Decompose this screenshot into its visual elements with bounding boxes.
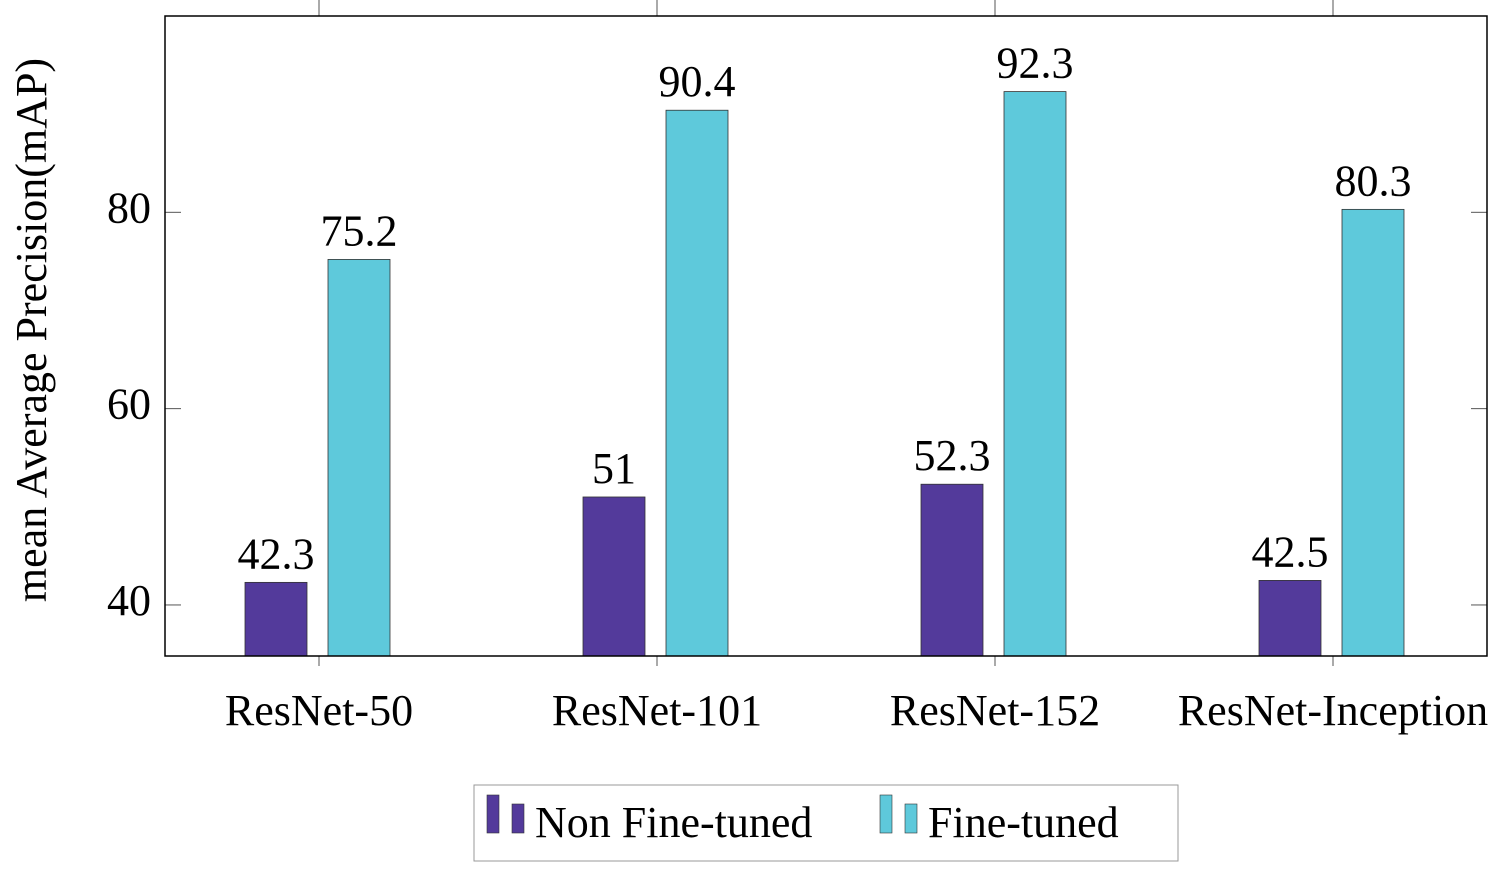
legend-swatch [511,803,525,834]
bar [920,483,984,657]
data-label: 42.3 [238,529,315,578]
x-tick-label: ResNet-152 [890,686,1100,735]
y-axis-label: mean Average Precision(mAP) [7,58,56,602]
bar [1341,208,1405,657]
legend-box [473,784,1179,862]
bar [665,109,729,657]
data-label: 92.3 [997,39,1074,88]
bar [582,496,646,657]
data-label: 90.4 [659,57,736,106]
bar [244,581,308,657]
legend-swatch [904,803,918,834]
data-label: 80.3 [1335,156,1412,205]
legend-label: Non Fine-tuned [535,798,812,847]
bar [1258,580,1322,657]
x-tick-label: ResNet-Inception [1178,686,1488,735]
data-label: 51 [592,444,636,493]
y-tick-label: 60 [107,380,151,429]
y-tick-label: 40 [107,576,151,625]
bar [327,259,391,657]
bar [1003,91,1067,657]
data-label: 75.2 [321,206,398,255]
legend-swatch [486,794,500,834]
legend-label: Fine-tuned [928,798,1119,847]
x-tick-label: ResNet-101 [552,686,762,735]
legend-swatch [879,794,893,834]
data-label: 52.3 [914,431,991,480]
y-tick-label: 80 [107,183,151,232]
x-tick-label: ResNet-50 [225,686,413,735]
data-label: 42.5 [1252,527,1329,576]
plot-frame [164,15,1488,657]
